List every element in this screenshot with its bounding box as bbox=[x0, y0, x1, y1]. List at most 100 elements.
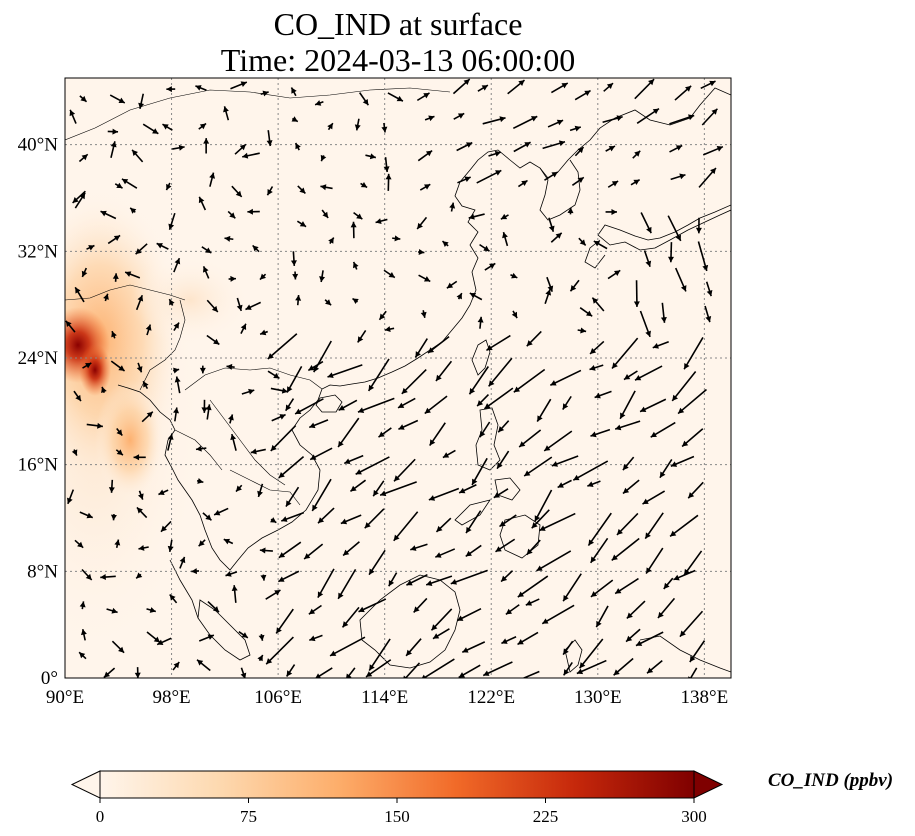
wind-arrow bbox=[430, 608, 453, 631]
wind-arrow bbox=[198, 634, 215, 642]
wind-arrow bbox=[196, 659, 211, 672]
wind-arrow bbox=[416, 216, 428, 230]
wind-arrow bbox=[453, 112, 465, 120]
wind-arrow bbox=[359, 92, 370, 106]
wind-arrow bbox=[432, 628, 450, 640]
lon-tick-label: 114°E bbox=[361, 687, 408, 708]
wind-arrow bbox=[697, 241, 709, 272]
wind-arrow bbox=[277, 570, 300, 583]
wind-arrow bbox=[195, 85, 207, 91]
wind-arrow bbox=[536, 398, 552, 423]
wind-arrow bbox=[488, 150, 502, 157]
wind-arrow bbox=[563, 661, 573, 676]
wind-arrow bbox=[168, 298, 175, 306]
wind-arrow bbox=[250, 448, 266, 455]
wind-arrow bbox=[308, 419, 329, 429]
wind-arrow bbox=[79, 511, 94, 519]
wind-arrow bbox=[240, 323, 247, 335]
wind-arrow bbox=[145, 324, 152, 336]
wind-arrow bbox=[393, 458, 416, 482]
wind-arrow bbox=[74, 539, 84, 549]
wind-arrow bbox=[574, 89, 591, 101]
wind-arrow bbox=[73, 390, 82, 402]
wind-arrow bbox=[406, 574, 428, 586]
wind-arrow bbox=[167, 433, 174, 451]
wind-arrow bbox=[379, 481, 417, 497]
wind-arrow bbox=[138, 544, 149, 551]
wind-arrow bbox=[198, 196, 207, 211]
wind-arrow bbox=[311, 478, 332, 512]
wind-arrow bbox=[338, 399, 358, 411]
wind-arrow bbox=[158, 489, 169, 496]
colorbar-tick-label: 225 bbox=[533, 807, 559, 826]
wind-arrow bbox=[352, 297, 359, 305]
wind-arrow bbox=[659, 458, 673, 479]
wind-arrow bbox=[78, 651, 87, 660]
wind-arrow bbox=[510, 272, 518, 279]
wind-arrow bbox=[456, 607, 482, 622]
wind-arrow bbox=[625, 628, 641, 643]
wind-arrow bbox=[252, 244, 260, 253]
colorbar-tick-label: 75 bbox=[240, 807, 257, 826]
wind-arrow bbox=[146, 631, 161, 644]
wind-arrow bbox=[142, 380, 149, 390]
wind-arrow bbox=[231, 185, 243, 198]
wind-arrow bbox=[291, 116, 299, 123]
wind-arrow bbox=[278, 541, 302, 559]
wind-arrow bbox=[230, 433, 237, 451]
wind-arrow bbox=[383, 269, 396, 279]
wind-arrow bbox=[226, 363, 235, 370]
wind-arrow bbox=[317, 568, 335, 599]
wind-arrow bbox=[446, 280, 458, 289]
wind-arrow bbox=[195, 445, 207, 452]
wind-arrow bbox=[486, 334, 511, 352]
wind-arrow bbox=[622, 479, 640, 495]
wind-arrow bbox=[111, 330, 117, 339]
wind-arrow bbox=[342, 541, 360, 557]
wind-arrow bbox=[270, 517, 277, 524]
wind-arrow bbox=[393, 511, 419, 542]
lon-tick-label: 106°E bbox=[254, 687, 302, 708]
wind-arrow bbox=[71, 449, 78, 456]
wind-arrow bbox=[630, 178, 641, 186]
wind-arrow bbox=[337, 568, 357, 600]
wind-arrow bbox=[78, 153, 89, 163]
wind-arrow bbox=[257, 654, 264, 662]
wind-arrow bbox=[468, 366, 489, 395]
wind-arrow bbox=[135, 294, 144, 311]
wind-arrow bbox=[501, 636, 517, 645]
wind-arrow bbox=[689, 640, 706, 663]
wind-arrow bbox=[265, 636, 294, 665]
wind-arrow bbox=[622, 456, 635, 471]
wind-arrow bbox=[512, 115, 538, 130]
wind-arrow bbox=[458, 664, 481, 678]
wind-arrow bbox=[567, 207, 574, 215]
wind-arrow bbox=[525, 598, 540, 606]
colorbar-gradient bbox=[100, 771, 694, 798]
wind-arrow bbox=[223, 538, 234, 545]
wind-arrow bbox=[667, 215, 682, 242]
wind-arrow bbox=[639, 310, 651, 338]
wind-arrow bbox=[544, 171, 559, 181]
wind-arrow bbox=[548, 217, 555, 232]
colorbar-ticks: 0 75 150 225 300 bbox=[96, 798, 707, 826]
wind-arrow bbox=[131, 149, 144, 163]
wind-arrow bbox=[526, 330, 542, 347]
wind-arrow bbox=[593, 240, 608, 250]
wind-arrow bbox=[500, 213, 509, 220]
wind-arrow bbox=[111, 640, 125, 654]
wind-arrow bbox=[225, 571, 238, 577]
wind-arrow bbox=[294, 142, 301, 151]
wind-arrow bbox=[424, 115, 435, 122]
wind-arrow bbox=[172, 144, 185, 151]
lat-tick-label: 32°N bbox=[18, 241, 59, 262]
wind-arrow bbox=[398, 419, 419, 430]
wind-arrow bbox=[626, 600, 646, 620]
wind-arrow bbox=[670, 455, 695, 467]
map-gridlines bbox=[65, 78, 731, 678]
wind-arrow bbox=[259, 273, 267, 281]
wind-arrow bbox=[383, 157, 390, 173]
wind-arrow bbox=[505, 604, 520, 615]
wind-arrow bbox=[562, 640, 574, 656]
wind-arrow bbox=[372, 480, 385, 497]
